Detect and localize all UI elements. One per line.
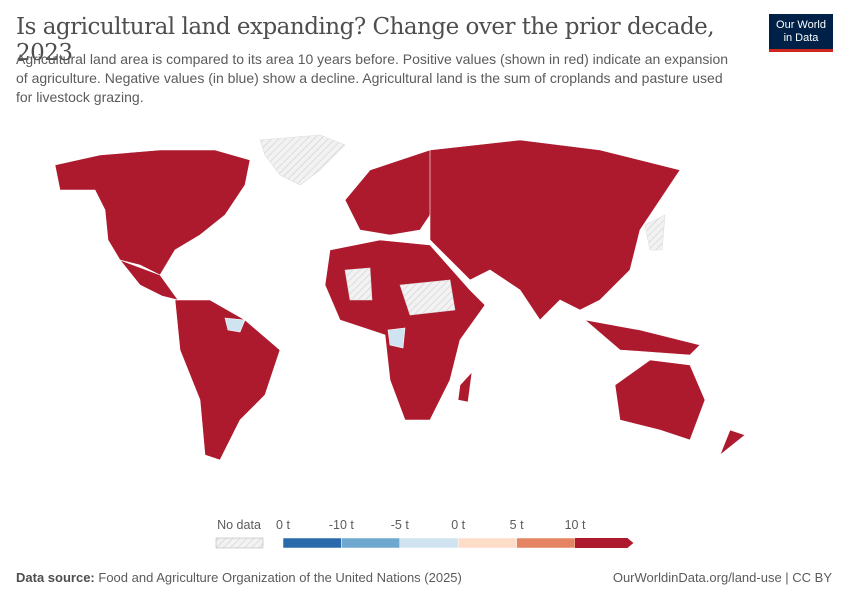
- legend-label: 0 t: [451, 518, 465, 532]
- logo-line: in Data: [783, 32, 819, 44]
- logo-line: Our World: [776, 19, 826, 31]
- source-text: Food and Agriculture Organization of the…: [98, 570, 462, 585]
- legend-bin: [516, 537, 576, 549]
- legend-bin: [575, 538, 634, 548]
- legend-label: 10 t: [565, 518, 586, 532]
- legend-bin: [341, 537, 401, 549]
- legend: No data 0 t -10 t -5 t 0 t 5 t 10 t: [215, 518, 634, 549]
- no-data-swatch: [215, 537, 264, 549]
- countries: [54, 139, 746, 461]
- title: Is agricultural land expanding? Change o…: [16, 14, 715, 66]
- no-data-label: No data: [217, 518, 261, 532]
- logo[interactable]: Our World in Data: [769, 14, 833, 52]
- source-label: Data source:: [16, 570, 95, 585]
- source: Data source: Food and Agriculture Organi…: [16, 570, 462, 585]
- legend-label: -5 t: [391, 518, 410, 532]
- legend-bin: [457, 537, 517, 549]
- legend-bin: [399, 537, 459, 549]
- legend-label: 0 t: [276, 518, 290, 532]
- url[interactable]: OurWorldinData.org/land-use | CC BY: [612, 570, 832, 585]
- legend-bin: [282, 537, 342, 549]
- legend-label: -10 t: [329, 518, 355, 532]
- subtitle: Agricultural land area is compared to it…: [16, 51, 729, 105]
- legend-label: 5 t: [510, 518, 524, 532]
